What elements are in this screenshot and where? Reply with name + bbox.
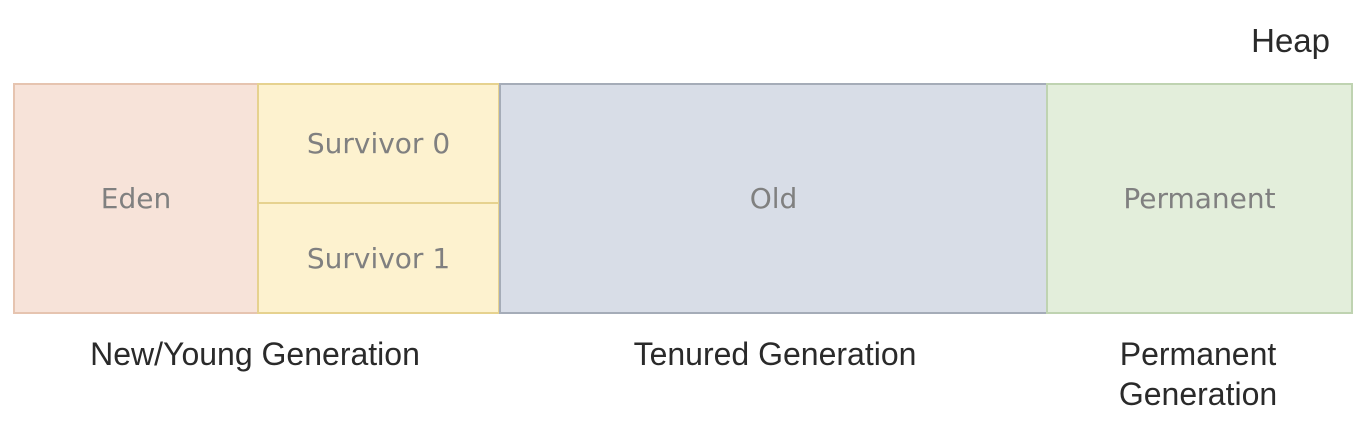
survivor-1-label: Survivor 1 (306, 241, 451, 275)
old-label: Old (749, 182, 798, 215)
heap-title: Heap (1251, 22, 1330, 59)
young-generation-label: New/Young Generation (90, 336, 420, 372)
permanent-label: Permanent (1123, 182, 1276, 215)
survivor-0-label: Survivor 0 (306, 127, 451, 160)
tenured-generation-label: Tenured Generation (633, 336, 917, 372)
permanent-region: Permanent (1046, 83, 1353, 314)
old-region: Old (499, 83, 1048, 314)
survivor-0-region: Survivor 0 (257, 83, 500, 204)
permanent-generation-line2: Generation (1118, 376, 1278, 412)
eden-region: Eden (13, 83, 259, 314)
permanent-generation-line1: Permanent (1119, 336, 1277, 372)
permanent-generation-label: Permanent Generation (1060, 334, 1336, 414)
eden-label: Eden (100, 182, 172, 215)
survivor-1-region: Survivor 1 (257, 202, 500, 314)
